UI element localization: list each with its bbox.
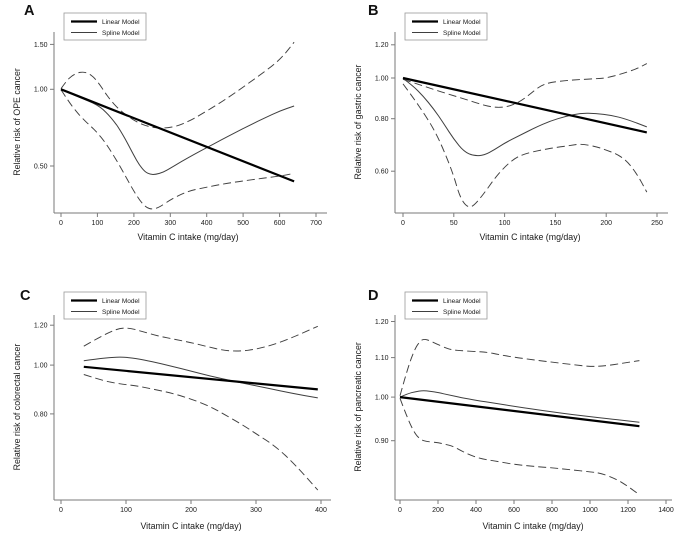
panel-b-label: B <box>368 3 379 19</box>
x-tick-label: 100 <box>120 507 132 514</box>
y-tick-label: 1.00 <box>34 87 48 94</box>
panel-b-y-axis-title: Relative risk of gastric cancer <box>353 64 363 180</box>
y-tick-label: 1.00 <box>34 363 48 370</box>
legend-box <box>404 12 488 41</box>
panel-d-label: D <box>368 288 379 304</box>
legend-label: Spline Model <box>102 30 140 37</box>
y-tick-label: 1.10 <box>375 355 389 362</box>
series-spline-line <box>60 88 295 176</box>
x-tick-label: 50 <box>450 220 458 227</box>
panel-c-y-axis-title: Relative risk of colorectal cancer <box>12 343 22 471</box>
series-spline-line <box>402 77 647 157</box>
panel-a-plot: 1.50 1.00 0.50 0 100 200 300 400 500 600 700 Linear… <box>34 12 327 227</box>
x-tick-label: 0 <box>59 507 63 514</box>
x-tick-label: 200 <box>432 507 444 514</box>
x-tick-label: 250 <box>651 220 663 227</box>
legend-box <box>404 291 488 320</box>
series-spline-line <box>399 390 640 423</box>
legend-label: Spline Model <box>443 309 481 316</box>
x-tick-label: 500 <box>237 220 249 227</box>
y-tick-label: 1.20 <box>375 42 389 49</box>
panel-d-y-axis-title: Relative risk of pancreatic cancer <box>353 342 363 472</box>
legend-label: Spline Model <box>443 30 481 37</box>
series-ci-line <box>83 374 319 491</box>
y-tick-label: 1.00 <box>375 395 389 402</box>
x-tick-label: 200 <box>128 220 140 227</box>
y-tick-label: 0.80 <box>375 116 389 123</box>
y-tick-label: 0.50 <box>34 163 48 170</box>
y-tick-label: 0.80 <box>34 411 48 418</box>
x-tick-label: 1000 <box>582 507 598 514</box>
legend-box <box>63 12 147 41</box>
y-tick-label: 1.50 <box>34 42 48 49</box>
panel-a: A Relative risk of OPE cancer Vitamin C … <box>0 0 340 272</box>
x-tick-label: 0 <box>59 220 63 227</box>
legend-box <box>63 291 147 320</box>
series-linear-line <box>60 88 295 183</box>
legend-label: Linear Model <box>102 19 140 26</box>
series-spline-line <box>83 356 318 399</box>
x-tick-label: 600 <box>274 220 286 227</box>
series-ci-line <box>60 41 295 129</box>
y-tick-label: 0.90 <box>375 438 389 445</box>
legend-label: Spline Model <box>102 309 140 316</box>
x-tick-label: 600 <box>508 507 520 514</box>
x-tick-label: 300 <box>164 220 176 227</box>
series-ci-line <box>399 338 640 396</box>
x-tick-label: 400 <box>470 507 482 514</box>
series-ci-line <box>402 83 648 208</box>
x-tick-label: 400 <box>201 220 213 227</box>
panel-b-x-axis-title: Vitamin C intake (mg/day) <box>479 232 581 242</box>
panel-d-x-axis-title: Vitamin C intake (mg/day) <box>482 521 584 531</box>
series-ci-line <box>402 63 648 108</box>
panel-a-y-axis-title: Relative risk of OPE cancer <box>12 68 22 176</box>
legend-label: Linear Model <box>443 298 481 305</box>
x-tick-label: 800 <box>546 507 558 514</box>
series-ci-line <box>60 89 295 210</box>
x-tick-label: 200 <box>600 220 612 227</box>
panel-a-label: A <box>24 3 35 19</box>
series-linear-line <box>83 365 318 391</box>
x-tick-label: 1400 <box>658 507 674 514</box>
panel-d: D Relative risk of pancreatic cancer Vit… <box>340 272 680 543</box>
panel-c: C Relative risk of colorectal cancer Vit… <box>0 272 340 543</box>
panel-c-x-axis-title: Vitamin C intake (mg/day) <box>140 521 242 531</box>
legend-label: Linear Model <box>443 19 481 26</box>
y-tick-label: 0.60 <box>375 169 389 176</box>
series-ci-line <box>399 398 640 496</box>
y-tick-label: 1.20 <box>34 323 48 330</box>
x-tick-label: 0 <box>401 220 405 227</box>
x-tick-label: 150 <box>550 220 562 227</box>
y-tick-label: 1.00 <box>375 75 389 82</box>
panel-b-plot: 1.20 1.00 0.80 0.60 0 50 100 150 200 250 Linear Mo… <box>375 12 668 227</box>
x-tick-label: 200 <box>185 507 197 514</box>
panel-d-plot: 1.20 1.10 1.00 0.90 0 200 400 600 800 1000 1200 140… <box>375 291 674 514</box>
panel-a-x-axis-title: Vitamin C intake (mg/day) <box>137 232 239 242</box>
y-tick-label: 1.20 <box>375 319 389 326</box>
x-tick-label: 100 <box>92 220 104 227</box>
series-linear-line <box>399 396 640 428</box>
panel-c-plot: 1.20 1.00 0.80 0 100 200 300 400 Linear Model Spl… <box>34 291 331 514</box>
x-tick-label: 1200 <box>620 507 636 514</box>
series-ci-line <box>83 325 318 352</box>
x-tick-label: 400 <box>315 507 327 514</box>
x-tick-label: 100 <box>499 220 511 227</box>
panel-b: B Relative risk of gastric cancer Vitami… <box>340 0 680 272</box>
series-linear-line <box>402 76 648 134</box>
x-tick-label: 700 <box>310 220 322 227</box>
legend-label: Linear Model <box>102 298 140 305</box>
panel-c-label: C <box>20 288 31 304</box>
x-tick-label: 0 <box>398 507 402 514</box>
x-tick-label: 300 <box>250 507 262 514</box>
